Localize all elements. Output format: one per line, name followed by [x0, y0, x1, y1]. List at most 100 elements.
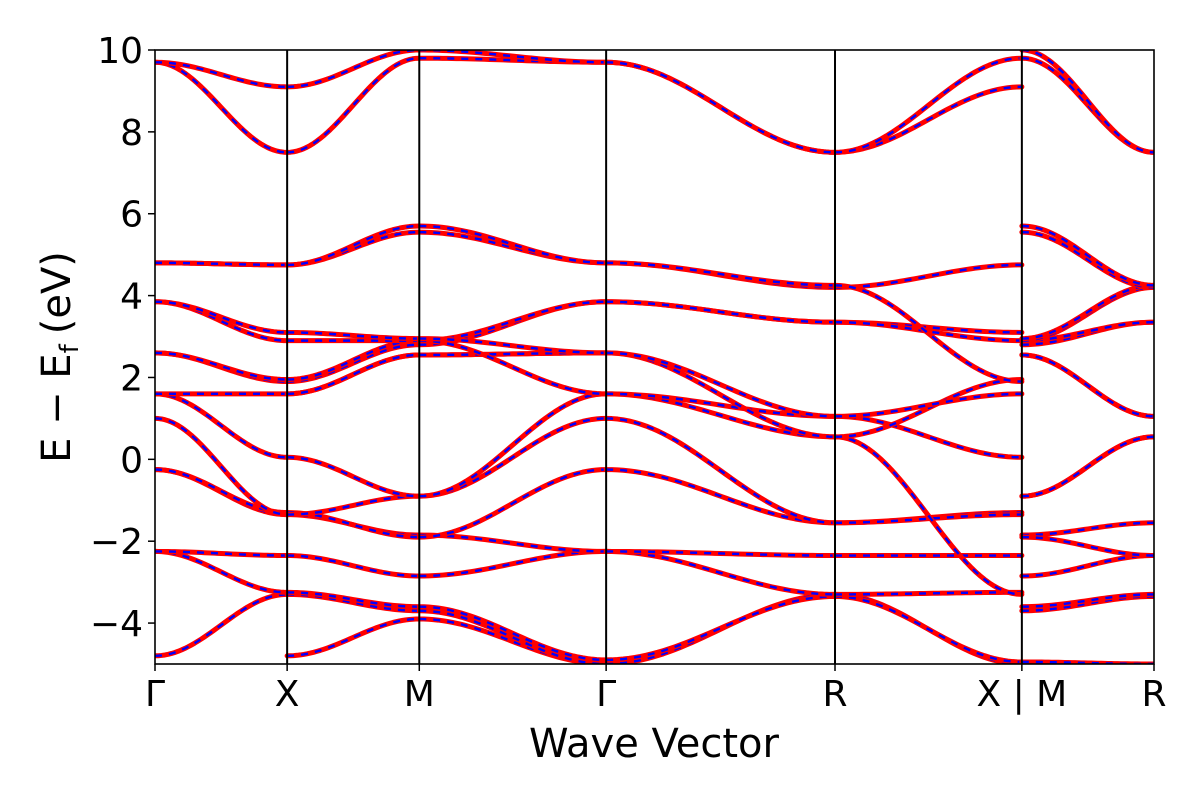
x-tick-label-5: X | M — [976, 674, 1067, 715]
y-tick-label-5: 6 — [120, 195, 143, 236]
band-line-dashed-s0-b10 — [155, 300, 288, 342]
y-axis: −4 −2 0 2 4 6 8 10 — [90, 31, 155, 645]
x-tick-label-1: X — [275, 674, 300, 715]
band-line-solid-s1-b16 — [284, 55, 422, 155]
band-line-dashed-s5-b13 — [1021, 284, 1154, 340]
y-tick-label-6: 8 — [120, 113, 143, 154]
band-line-dashed-s5-b14 — [1021, 230, 1154, 289]
band-line-dashed-s4-b15 — [834, 56, 1022, 154]
band-line-dashed-s3-b6 — [606, 392, 836, 439]
band-line-dashed-s1-b16 — [287, 56, 420, 154]
band-line-solid-s1-b0 — [284, 616, 422, 659]
y-axis-title-unit: (eV) — [34, 251, 80, 334]
band-line-solid-s4-b7 — [832, 413, 1025, 460]
band-line-solid-s4-b12 — [832, 262, 1025, 290]
band-line-dashed-s5-b17 — [1021, 50, 1154, 154]
band-line-dashed-s0-b14 — [155, 61, 288, 154]
band-line-solid-s1-b5 — [284, 510, 422, 540]
band-line-dashed-s4-b7 — [834, 415, 1022, 459]
band-line-dashed-s1-b17 — [287, 50, 420, 89]
band-line-dashed-s4-b13 — [834, 284, 1022, 383]
x-axis-title: Wave Vector — [529, 721, 780, 767]
band-line-dashed-s0-b0 — [155, 593, 288, 658]
bands-layer — [155, 50, 1154, 664]
band-line-dashed-s4-b9 — [835, 392, 1022, 418]
y-tick-label-2: 0 — [120, 440, 143, 481]
band-line-dashed-s0-b4 — [155, 468, 288, 514]
band-line-solid-s2-b12 — [416, 338, 609, 397]
band-line-solid-s4-b9 — [832, 391, 1025, 419]
band-line-dashed-s4-b12 — [835, 263, 1022, 289]
band-line-dashed-s4-b14 — [834, 85, 1022, 154]
band-line-solid-s1-b14 — [284, 229, 422, 268]
band-line-dashed-s5-b7 — [1021, 435, 1154, 498]
band-line-solid-s2-b11 — [416, 299, 609, 344]
band-line-solid-s0-b2 — [155, 548, 290, 559]
band-line-dashed-s3-b5 — [606, 417, 836, 524]
band-line-dashed-s1-b11 — [287, 339, 420, 381]
band-line-dashed-s2-b0 — [419, 617, 607, 664]
band-line-dashed-s2-b4 — [419, 533, 607, 553]
y-tick-label-3: 2 — [120, 358, 143, 399]
band-line-dashed-s2-b6 — [419, 417, 607, 498]
band-line-dashed-s1-b5 — [287, 511, 420, 539]
band-line-dashed-s2-b15 — [419, 224, 607, 265]
band-line-dashed-s3-b11 — [606, 300, 836, 324]
band-line-solid-s1-b7 — [284, 454, 422, 499]
band-line-dashed-s1-b10 — [287, 343, 420, 383]
band-line-solid-s0-b13 — [155, 260, 290, 268]
band-line-solid-s0-b15 — [155, 59, 290, 90]
band-line-solid-s2-b7 — [416, 391, 609, 499]
band-line-dashed-s1-b15 — [287, 224, 420, 267]
band-line-dashed-s2-b5 — [419, 468, 607, 539]
band-line-dashed-s2-b17 — [419, 50, 607, 64]
band-line-dashed-s3-b1 — [606, 595, 836, 662]
y-tick-label-0: −4 — [90, 604, 143, 645]
band-line-solid-s3-b15 — [603, 59, 838, 155]
band-line-dashed-s4-b6 — [834, 435, 1022, 596]
band-line-dashed-s3-b13 — [606, 261, 836, 287]
band-line-dashed-s2-b1 — [419, 609, 607, 664]
band-line-dashed-s4-b1 — [834, 595, 1022, 664]
y-axis-title: E − Ef (eV) — [34, 251, 85, 463]
x-tick-label-4: R — [822, 674, 847, 715]
band-line-dashed-s1-b7 — [287, 456, 420, 498]
band-line-solid-s1-b6 — [284, 493, 422, 518]
band-line-solid-s5-b16 — [1019, 55, 1154, 155]
band-line-solid-s1-b17 — [284, 50, 422, 90]
band-line-dashed-s2-b7 — [419, 392, 607, 498]
plot-frame — [154, 49, 1155, 665]
band-line-dashed-s3-b3 — [606, 550, 836, 557]
band-line-dashed-s0-b11 — [155, 300, 288, 334]
band-line-solid-s5-b5 — [1019, 534, 1154, 559]
band-line-dashed-s0-b6 — [155, 392, 288, 459]
y-tick-label-7: 10 — [97, 31, 143, 72]
y-axis-title-subscript: f — [55, 343, 85, 353]
band-line-solid-s2-b4 — [416, 532, 609, 554]
y-tick-label-1: −2 — [90, 522, 143, 563]
x-tick-label-3: Γ — [596, 674, 616, 715]
band-line-dashed-s0-b9 — [155, 351, 288, 381]
band-line-solid-s1-b2 — [284, 589, 422, 610]
band-line-solid-s2-b14 — [416, 229, 609, 266]
band-line-solid-s5-b3 — [1019, 553, 1154, 579]
band-line-dashed-s3-b2 — [606, 550, 836, 596]
band-line-dashed-s2-b3 — [419, 550, 607, 578]
band-line-solid-s1-b13 — [284, 329, 422, 342]
x-tick-label-6: R — [1141, 674, 1166, 715]
band-line-dashed-s5-b9 — [1021, 353, 1154, 418]
x-axis: Γ X M Γ R X | M R — [145, 664, 1167, 715]
x-tick-label-2: M — [404, 674, 435, 715]
band-line-solid-s2-b3 — [416, 548, 609, 579]
y-tick-label-4: 4 — [120, 277, 143, 318]
band-line-dashed-s4-b2 — [835, 591, 1022, 596]
band-line-solid-s4-b15 — [832, 55, 1025, 155]
x-tick-label-0: Γ — [145, 674, 165, 715]
band-line-dashed-s0-b15 — [155, 61, 288, 89]
band-line-dashed-s2-b12 — [419, 339, 607, 396]
band-line-dashed-s4-b8 — [834, 378, 1022, 439]
high-symmetry-lines — [286, 50, 1023, 664]
band-line-dashed-s1-b14 — [287, 230, 420, 267]
band-line-dashed-s1-b9 — [287, 353, 420, 396]
